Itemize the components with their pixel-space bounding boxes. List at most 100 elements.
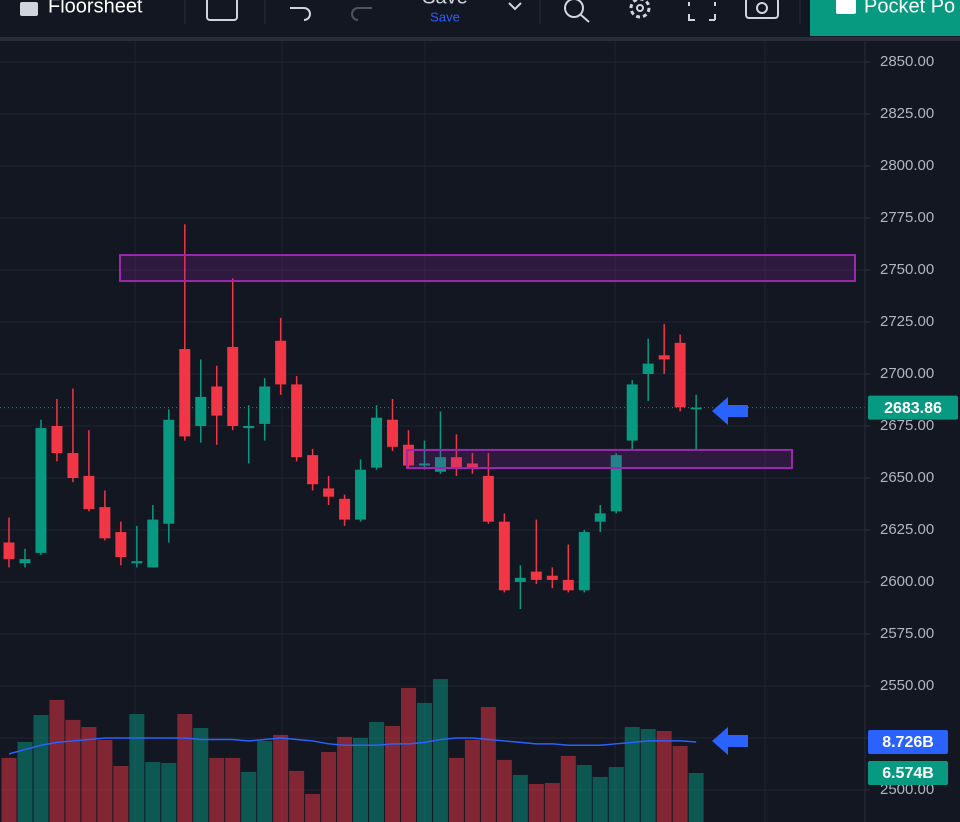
candle-body [339,498,351,520]
toolbar: Floorsheet Save Save Pocket Po [0,0,960,41]
volume-bar [464,739,480,822]
volume-bar [161,762,177,822]
volume-bar [512,774,528,822]
y-tick-label: 2600.00 [880,573,934,590]
pocket-button[interactable]: Pocket Po [864,0,955,17]
volume-bar [624,726,640,822]
candle-body [546,575,558,580]
icon[interactable] [20,2,38,16]
arrow [712,397,748,425]
volume-ma-label: 8.726B [882,734,934,751]
volume-bar [592,776,608,822]
layout-icon[interactable] [206,0,238,21]
settings-icon-center [636,4,644,12]
candle-body [19,559,31,564]
candle-body [211,386,223,416]
volume-bar [528,783,544,822]
settings-icon[interactable] [629,0,651,19]
y-tick-label: 2500.00 [880,781,934,798]
volume-bar [209,757,225,822]
volume-bar [225,757,241,822]
volume-bar [177,714,193,822]
candle-body [83,475,95,510]
dropdown-icon[interactable] [508,2,522,11]
volume-bar [81,726,97,822]
undo-icon[interactable] [290,7,311,21]
volume-bar [656,730,672,822]
search-icon[interactable] [564,0,584,18]
volume-bar [496,759,512,822]
volume-bar [416,702,432,822]
volume-bar [289,770,305,822]
candle-body [466,463,478,468]
y-tick-label: 2800.00 [880,157,934,174]
candle-body [243,426,255,429]
candle-body [275,340,287,385]
candle-body [67,453,79,479]
candle-body [259,386,271,424]
candle-body [3,542,15,560]
y-tick-label: 2575.00 [880,625,934,642]
volume-bar [688,772,704,822]
floorsheet-button[interactable]: Floorsheet [48,0,143,17]
snapshot-icon[interactable] [745,0,779,19]
volume-bar [1,757,17,822]
volume-bar [448,757,464,822]
candle-body [450,457,462,468]
volume-box [868,760,948,785]
candle-body [51,426,63,454]
volume-bar [305,793,321,822]
candle-body [371,417,383,468]
volume-bar [385,725,401,822]
candle-body [514,577,526,582]
volume-bar [608,766,624,822]
save-button[interactable]: Save [422,0,468,8]
candle-body [482,475,494,522]
volume-bar [560,755,576,822]
candle-body [418,463,430,466]
zone [406,448,793,470]
fullscreen-icon[interactable] [688,2,716,21]
y-tick-label: 2850.00 [880,53,934,70]
snapshot-icon-lens [756,2,768,14]
volume-bar [672,745,688,822]
y-tick-label: 2650.00 [880,469,934,486]
candle-body [658,355,670,360]
search-icon-handle [580,14,590,23]
y-tick-label: 2825.00 [880,105,934,122]
price-axis [865,40,960,822]
volume-bar [337,736,353,822]
volume-label: 6.574B [882,765,934,782]
candle-body [387,419,399,447]
volume-bar [193,727,209,822]
candle-body [131,561,143,564]
candle-body [147,519,159,568]
candle-body [227,346,239,427]
candles [3,224,702,610]
volume-ma-box [868,730,948,755]
volume-bar [321,752,337,822]
last-price-label: 2683.86 [884,400,942,417]
candle-body [434,457,446,472]
arrow [712,727,748,755]
axis: 2500.002525.002550.002575.002600.002625.… [865,53,958,798]
volume-bar [432,679,448,822]
pocket-icon [836,0,856,14]
volume-bar [640,728,656,822]
volume-bar [33,715,49,822]
candle-body [323,488,335,497]
candle-body [674,342,686,408]
volume-bar [576,764,592,822]
pocket-button-bg[interactable] [810,0,960,36]
y-tick-label: 2625.00 [880,521,934,538]
candle-body [179,349,191,437]
volume-bar [97,739,113,822]
volume-bar [145,761,161,822]
volume-bar [129,714,145,822]
last-price-box [868,395,958,420]
volume-bar [17,741,33,822]
candle-body [307,455,319,485]
